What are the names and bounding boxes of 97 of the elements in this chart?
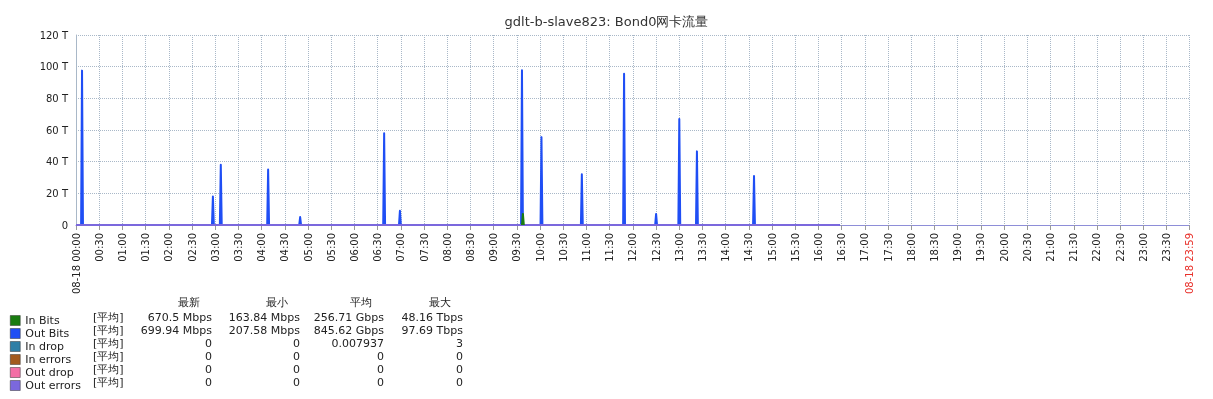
x-tick-label: 19:00	[952, 233, 964, 262]
y-tick-label: 60 T	[45, 124, 69, 136]
x-tick-label: 11:00	[580, 233, 592, 262]
x-tick-label: 14:00	[720, 233, 732, 262]
chart-title: gdlt-b-slave823: Bond0网卡流量	[504, 14, 709, 29]
x-tick-label: 19:30	[975, 233, 987, 262]
text: 256.71 Gbps	[313, 310, 385, 324]
x-tick-label: 06:00	[348, 233, 360, 262]
x-tick-label: 22:30	[1114, 233, 1126, 262]
x-tick-label: 03:00	[209, 233, 221, 262]
x-tick-label: 12:00	[627, 233, 639, 262]
text: 0	[205, 336, 212, 350]
x-tick-label: 21:30	[1068, 233, 1080, 262]
x-tick-label: 03:30	[232, 233, 244, 262]
x-tick-label: 06:30	[372, 233, 384, 262]
text: 0	[293, 375, 300, 389]
x-tick-label: 08:00	[441, 233, 453, 262]
text: 0	[205, 349, 212, 363]
text: 699.94 Mbps	[140, 323, 213, 337]
y-tick-label: 20 T	[45, 187, 69, 199]
text: 0.007937	[331, 336, 384, 350]
text: 0	[456, 375, 463, 389]
x-tick-label: 15:00	[766, 233, 778, 262]
text: 0	[456, 362, 463, 376]
y-tick-label: 80 T	[45, 92, 69, 104]
x-tick-label: 12:30	[650, 233, 662, 262]
x-tick-label: 07:00	[395, 233, 407, 262]
text: 670.5 Mbps	[147, 310, 213, 324]
text: 平均	[350, 296, 372, 309]
x-tick-label: 23:00	[1137, 233, 1149, 262]
x-tick-label: 11:30	[604, 233, 616, 262]
x-tick-label: 16:00	[813, 233, 825, 262]
y-tick-label: 120 T	[39, 29, 69, 41]
x-tick-label: 00:30	[93, 233, 105, 262]
x-tick-label: 01:30	[140, 233, 152, 262]
text: 0	[456, 349, 463, 363]
x-tick-label: 10:00	[534, 233, 546, 262]
legend-label: In drop	[25, 340, 64, 353]
text: 3	[456, 336, 463, 350]
text: 0	[377, 375, 384, 389]
x-tick-label: 18:00	[905, 233, 917, 262]
x-tick-label: 23:30	[1161, 233, 1173, 262]
text: 0	[205, 375, 212, 389]
text: 最小	[266, 296, 288, 309]
text: 0	[377, 362, 384, 376]
x-tick-label: 08-18 23:59	[1183, 233, 1195, 295]
text: 0	[293, 362, 300, 376]
x-tick-label: 04:00	[256, 233, 268, 262]
x-tick-label: 18:30	[929, 233, 941, 262]
legend-label: Out Bits	[25, 327, 70, 340]
text: 0	[293, 349, 300, 363]
text: 163.84 Mbps	[228, 310, 301, 324]
legend-label: Out errors	[25, 379, 82, 392]
x-tick-label: 05:30	[325, 233, 337, 262]
x-tick-label: 07:30	[418, 233, 430, 262]
text: [平均]	[93, 375, 124, 389]
x-tick-label: 14:30	[743, 233, 755, 262]
text: [平均]	[93, 336, 124, 350]
text: 最大	[429, 296, 451, 309]
x-tick-label: 02:30	[186, 233, 198, 262]
text: [平均]	[93, 323, 124, 337]
x-tick-label: 21:00	[1045, 233, 1057, 262]
legend-label: Out drop	[25, 366, 74, 379]
x-tick-label: 01:00	[116, 233, 128, 262]
legend-label: In Bits	[25, 314, 60, 327]
x-tick-label: 08-18 00:00	[70, 233, 82, 295]
x-tick-label: 13:30	[697, 233, 708, 262]
x-tick-label: 09:00	[488, 233, 500, 262]
x-tick-label: 16:30	[836, 233, 848, 262]
x-tick-label: 10:30	[557, 233, 569, 262]
x-tick-label: 17:30	[882, 233, 894, 262]
x-tick-label: 09:30	[511, 233, 523, 262]
x-tick-label: 05:00	[302, 233, 314, 262]
legend-label: In errors	[25, 353, 72, 366]
x-tick-label: 20:00	[998, 233, 1010, 262]
text: 845.62 Gbps	[313, 323, 385, 337]
text: 0	[293, 336, 300, 350]
text: 97.69 Tbps	[401, 323, 464, 337]
x-tick-label: 08:30	[464, 233, 476, 262]
text: 207.58 Mbps	[228, 323, 301, 337]
x-tick-label: 02:00	[163, 233, 175, 262]
text: 0	[205, 362, 212, 376]
x-tick-label: 13:00	[673, 233, 685, 262]
y-tick-label: 100 T	[39, 61, 69, 73]
x-tick-label: 17:00	[859, 233, 871, 262]
x-tick-label: 22:00	[1091, 233, 1103, 262]
text: [平均]	[93, 349, 124, 363]
text: 48.16 Tbps	[401, 310, 464, 324]
text: [平均]	[93, 362, 124, 376]
x-tick-label: 04:30	[279, 233, 291, 262]
y-tick-label: 0	[61, 219, 68, 231]
text: 最新	[178, 296, 200, 309]
x-tick-label: 15:30	[789, 233, 801, 262]
x-tick-label: 20:30	[1021, 233, 1033, 262]
text: [平均]	[93, 310, 124, 324]
y-tick-label: 40 T	[45, 156, 69, 168]
text: 0	[377, 349, 384, 363]
